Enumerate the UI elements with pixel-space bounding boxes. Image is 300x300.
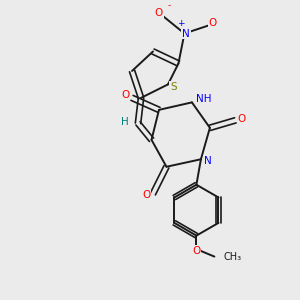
Text: O: O [155,8,163,18]
Text: NH: NH [196,94,211,104]
Text: N: N [204,156,212,166]
Text: O: O [121,90,130,100]
Text: N: N [182,28,190,38]
Text: H: H [121,117,128,127]
Text: CH₃: CH₃ [224,252,242,262]
Text: O: O [192,246,200,256]
Text: O: O [142,190,151,200]
Text: S: S [170,82,177,92]
Text: +: + [177,19,184,28]
Text: O: O [209,18,217,28]
Text: O: O [238,114,246,124]
Text: -: - [167,1,170,10]
